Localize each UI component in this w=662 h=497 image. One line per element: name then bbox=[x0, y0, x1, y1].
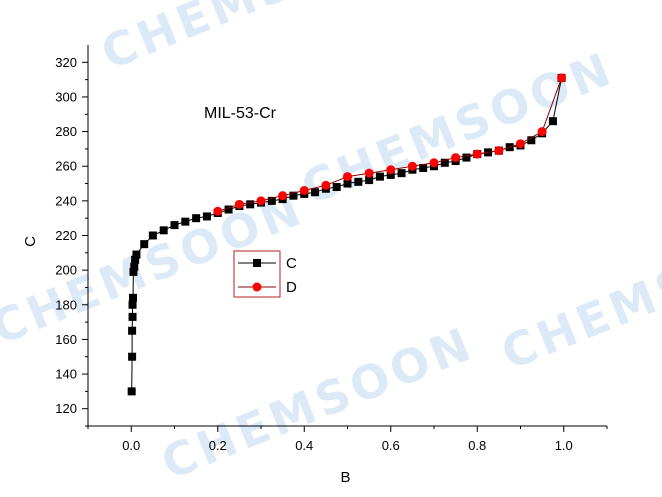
legend-label-c: C bbox=[286, 255, 297, 272]
y-tick-label: 240 bbox=[55, 193, 77, 208]
data-point-c bbox=[527, 136, 536, 145]
y-tick-label: 180 bbox=[55, 297, 77, 312]
watermark-text: CHEMSOON bbox=[294, 41, 621, 215]
sample-annotation: MIL-53-Cr bbox=[204, 105, 277, 122]
data-point-d bbox=[472, 149, 482, 159]
data-point-d bbox=[537, 127, 547, 137]
data-point-d bbox=[364, 168, 374, 178]
data-point-c bbox=[397, 169, 406, 178]
x-tick-label: 0.0 bbox=[122, 438, 140, 453]
y-tick-label: 220 bbox=[55, 228, 77, 243]
data-point-d bbox=[386, 165, 396, 175]
data-point-d bbox=[494, 146, 504, 156]
data-point-d bbox=[213, 206, 223, 216]
x-tick-label: 0.6 bbox=[382, 438, 400, 453]
y-axis-title: C bbox=[22, 236, 39, 247]
data-point-c bbox=[131, 255, 140, 264]
data-point-c bbox=[343, 179, 352, 188]
data-point-c bbox=[130, 262, 139, 271]
data-point-c bbox=[365, 176, 374, 185]
data-point-d bbox=[429, 158, 439, 168]
data-point-c bbox=[267, 196, 276, 205]
data-point-c bbox=[192, 214, 201, 223]
data-point-d bbox=[451, 153, 461, 163]
data-point-c bbox=[170, 221, 179, 230]
data-point-c bbox=[462, 153, 471, 162]
watermark-text: CHEMSOON bbox=[0, 181, 311, 355]
data-point-c bbox=[132, 250, 141, 259]
data-point-c bbox=[354, 177, 363, 186]
x-axis-title: B bbox=[340, 469, 350, 486]
data-point-c bbox=[224, 205, 233, 214]
data-point-c bbox=[202, 212, 211, 221]
y-tick-label: 140 bbox=[55, 367, 77, 382]
data-point-d bbox=[516, 139, 525, 149]
data-point-c bbox=[246, 200, 255, 209]
data-point-c bbox=[548, 117, 557, 126]
legend: CD bbox=[233, 250, 297, 298]
data-point-c bbox=[128, 352, 137, 361]
y-tick-label: 120 bbox=[55, 401, 77, 416]
data-point-c bbox=[128, 293, 137, 302]
data-point-d bbox=[234, 199, 244, 209]
y-tick-label: 320 bbox=[55, 55, 77, 70]
data-point-d bbox=[343, 172, 352, 182]
data-point-c bbox=[148, 231, 157, 240]
data-point-d bbox=[278, 191, 288, 201]
watermark-text: CHEMSOON bbox=[494, 206, 662, 380]
axes: 120 140 160 180 200 220 240 260 280 300 320 0.0 0.2 0… bbox=[55, 45, 608, 453]
data-point-d bbox=[256, 196, 266, 206]
data-point-c bbox=[289, 191, 298, 200]
plot-data bbox=[127, 73, 567, 396]
data-point-c bbox=[311, 188, 320, 197]
watermark-text: CHEMSOON bbox=[154, 316, 481, 490]
data-point-c bbox=[128, 326, 137, 335]
data-point-d bbox=[407, 161, 417, 171]
data-point-c bbox=[159, 226, 168, 235]
data-point-c bbox=[128, 300, 137, 309]
watermark-text: CHEMSOON bbox=[94, 0, 421, 80]
data-point-c bbox=[419, 163, 428, 172]
data-point-c bbox=[140, 240, 149, 249]
data-point-c bbox=[440, 158, 449, 167]
data-point-c bbox=[375, 172, 384, 181]
data-point-c bbox=[386, 170, 395, 179]
data-point-c bbox=[128, 312, 137, 321]
data-point-d bbox=[557, 73, 567, 83]
data-point-c bbox=[127, 387, 136, 396]
x-tick-label: 0.8 bbox=[468, 438, 486, 453]
data-point-d bbox=[321, 180, 331, 190]
data-point-c bbox=[332, 183, 341, 192]
x-tick-label: 1.0 bbox=[555, 438, 573, 453]
y-tick-label: 280 bbox=[55, 124, 77, 139]
x-tick-label: 0.4 bbox=[295, 438, 313, 453]
y-tick-label: 260 bbox=[55, 159, 77, 174]
x-tick-label: 0.2 bbox=[209, 438, 227, 453]
data-point-d bbox=[299, 185, 309, 195]
legend-box bbox=[233, 250, 281, 298]
data-point-c bbox=[129, 267, 138, 276]
y-tick-label: 200 bbox=[55, 263, 77, 278]
legend-marker-d bbox=[252, 282, 262, 292]
legend-label-d: D bbox=[286, 279, 297, 296]
y-tick-label: 160 bbox=[55, 332, 77, 347]
labels: B C MIL-53-Cr bbox=[22, 105, 351, 486]
data-point-c bbox=[181, 217, 190, 226]
y-tick-label: 300 bbox=[55, 89, 77, 104]
legend-marker-c bbox=[253, 259, 261, 267]
